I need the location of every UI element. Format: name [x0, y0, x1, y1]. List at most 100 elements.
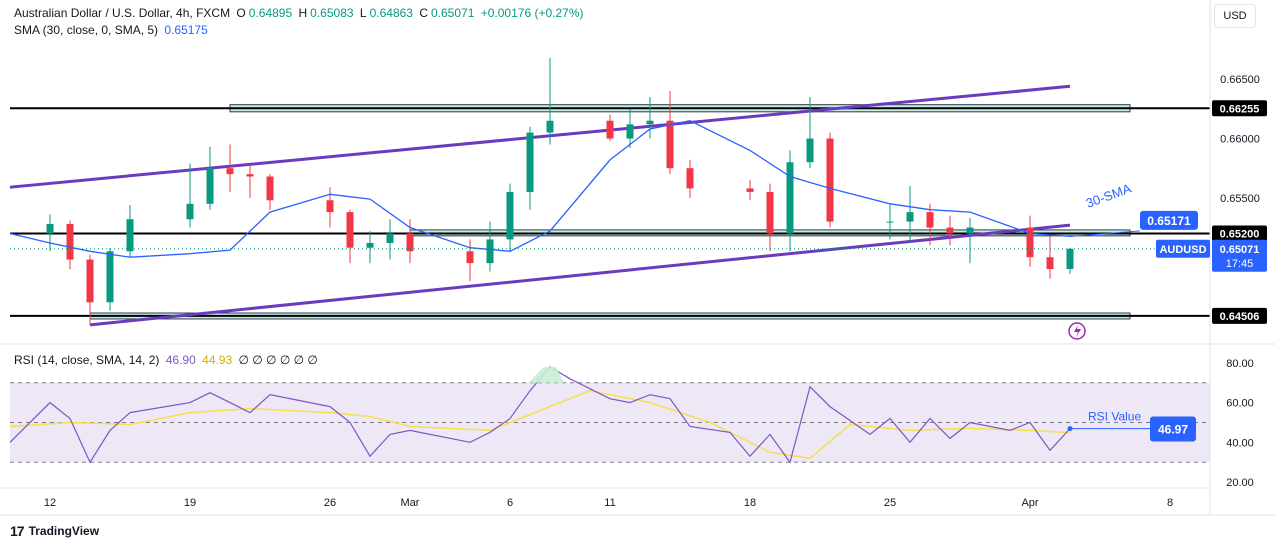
candle-body	[546, 120, 554, 133]
rsi-axis-tick-label: 20.00	[1226, 477, 1254, 489]
rsi-overbought-fill	[528, 366, 564, 383]
rsi-legend-value: 46.90	[165, 353, 196, 367]
trendline	[89, 223, 1071, 327]
candle-body	[186, 203, 194, 220]
lightning-icon	[1074, 325, 1081, 337]
rsi-axis-tick-label: 60.00	[1226, 398, 1254, 410]
ohlc-change: +0.00176 (+0.27%)	[480, 6, 584, 20]
sma-annotation-label: 30-SMA	[1084, 181, 1134, 211]
candle-body	[366, 242, 374, 248]
ohlc-close-label: C	[419, 6, 428, 20]
rsi-legend-na: ∅ ∅ ∅ ∅ ∅ ∅	[238, 353, 318, 367]
sma-legend-value: 0.65175	[164, 23, 208, 37]
ohlc-close-value: 0.65071	[431, 6, 475, 20]
trendline	[9, 84, 1071, 189]
sma-value-tag	[1140, 210, 1198, 230]
candle-body	[206, 168, 214, 204]
ohlc-open-label: O	[236, 6, 246, 20]
candle-body	[746, 188, 754, 192]
candle-body	[786, 162, 794, 234]
sma-legend[interactable]: SMA (30, close, 0, SMA, 5) 0.65175	[14, 23, 211, 37]
ohlc-low-value: 0.64863	[369, 6, 413, 20]
candle-body	[266, 176, 274, 201]
rsi-value-tag-label: 46.97	[1158, 423, 1188, 437]
candle-body	[246, 174, 254, 177]
rsi-ma-legend-value: 44.93	[202, 353, 233, 367]
sma-value-tag-label: 0.65171	[1147, 214, 1191, 228]
candle-body	[486, 239, 494, 264]
rsi-legend-label: RSI (14, close, SMA, 14, 2)	[14, 353, 160, 367]
price-axis-tick-label: 0.66000	[1220, 134, 1260, 146]
candle-body	[926, 212, 934, 228]
candle-body	[1026, 227, 1034, 258]
level-price-tag-label: 0.64506	[1220, 311, 1260, 323]
ohlc-high-label: H	[298, 6, 308, 20]
symbol-name-tag-label: AUDUSD	[1159, 244, 1206, 256]
rsi-value-tag	[1150, 416, 1196, 442]
candle-body	[406, 233, 414, 252]
brand-name: TradingView	[28, 524, 100, 538]
sma-legend-label: SMA (30, close, 0, SMA, 5)	[14, 23, 159, 37]
ohlc-low-label: L	[359, 6, 367, 20]
time-axis-tick-label: 19	[184, 497, 196, 509]
candle-body	[386, 233, 394, 243]
rsi-annotation-label: RSI Value	[1088, 410, 1141, 424]
countdown-label: 17:45	[1226, 258, 1254, 270]
rsi-axis-tick-label: 40.00	[1226, 437, 1254, 449]
time-axis-tick-label: Mar	[401, 497, 420, 509]
rsi-legend[interactable]: RSI (14, close, SMA, 14, 2) 46.90 44.93 …	[14, 353, 321, 367]
last-price-tag-label: 0.65071	[1220, 244, 1260, 256]
level-price-tag	[1212, 100, 1267, 117]
candle-body	[946, 227, 954, 234]
candle-body	[346, 212, 354, 248]
candle-body	[86, 259, 94, 303]
time-axis-tick-label: 6	[507, 497, 513, 509]
candle-body	[826, 138, 834, 222]
time-axis-tick-label: 25	[884, 497, 896, 509]
time-axis-tick-label: 8	[1167, 497, 1173, 509]
candle-body	[466, 251, 474, 264]
candle-body	[686, 168, 694, 189]
candle-body	[766, 191, 774, 234]
sma-annotation-leader	[1069, 230, 1141, 237]
candle-body	[966, 227, 974, 234]
symbol-title: Australian Dollar / U.S. Dollar, 4h, FXC…	[14, 6, 231, 20]
candle-body	[506, 191, 514, 240]
currency-button[interactable]: USD	[1214, 4, 1256, 28]
price-axis-tick-label: 0.66500	[1220, 74, 1260, 86]
candle-body	[666, 120, 674, 169]
candle-body	[106, 251, 114, 303]
sma-line	[9, 120, 1071, 258]
rsi-ma-line	[9, 389, 1071, 459]
time-axis-tick-label: Apr	[1021, 497, 1038, 509]
candle-body	[66, 223, 74, 260]
candle-body	[526, 132, 534, 192]
time-axis-tick-label: 26	[324, 497, 336, 509]
candle-body	[1066, 248, 1074, 270]
candle-body	[626, 124, 634, 139]
symbol-legend[interactable]: Australian Dollar / U.S. Dollar, 4h, FXC…	[14, 6, 586, 20]
ohlc-high-value: 0.65083	[310, 6, 354, 20]
candle-body	[906, 212, 914, 222]
rsi-line	[9, 366, 1071, 464]
axes: 0.66500 0.66000 0.65500 0.66255 0.65200 0.645…	[0, 0, 1275, 516]
candle-body	[886, 221, 894, 223]
tradingview-brand[interactable]: 17 TradingView	[10, 523, 99, 539]
rsi-pane[interactable]: RSI Value 46.97	[9, 366, 1210, 464]
price-axis-tick-label: 0.65500	[1220, 193, 1260, 205]
ohlc-open-value: 0.64895	[248, 6, 293, 20]
candle-body	[606, 120, 614, 139]
time-axis-tick-label: 18	[744, 497, 756, 509]
rsi-axis-tick-label: 80.00	[1226, 358, 1254, 370]
candle-body	[46, 223, 54, 234]
candle-body	[806, 138, 814, 163]
candle-body	[326, 200, 334, 213]
level-price-tag-label: 0.66255	[1220, 103, 1260, 115]
symbol-name-tag	[1156, 239, 1210, 258]
candle-body	[126, 219, 134, 252]
tradingview-logo-icon: 17	[10, 523, 25, 539]
candle-body	[226, 168, 234, 175]
time-axis-tick-label: 12	[44, 497, 56, 509]
price-pane[interactable]: 30-SMA 0.65171	[9, 57, 1210, 340]
